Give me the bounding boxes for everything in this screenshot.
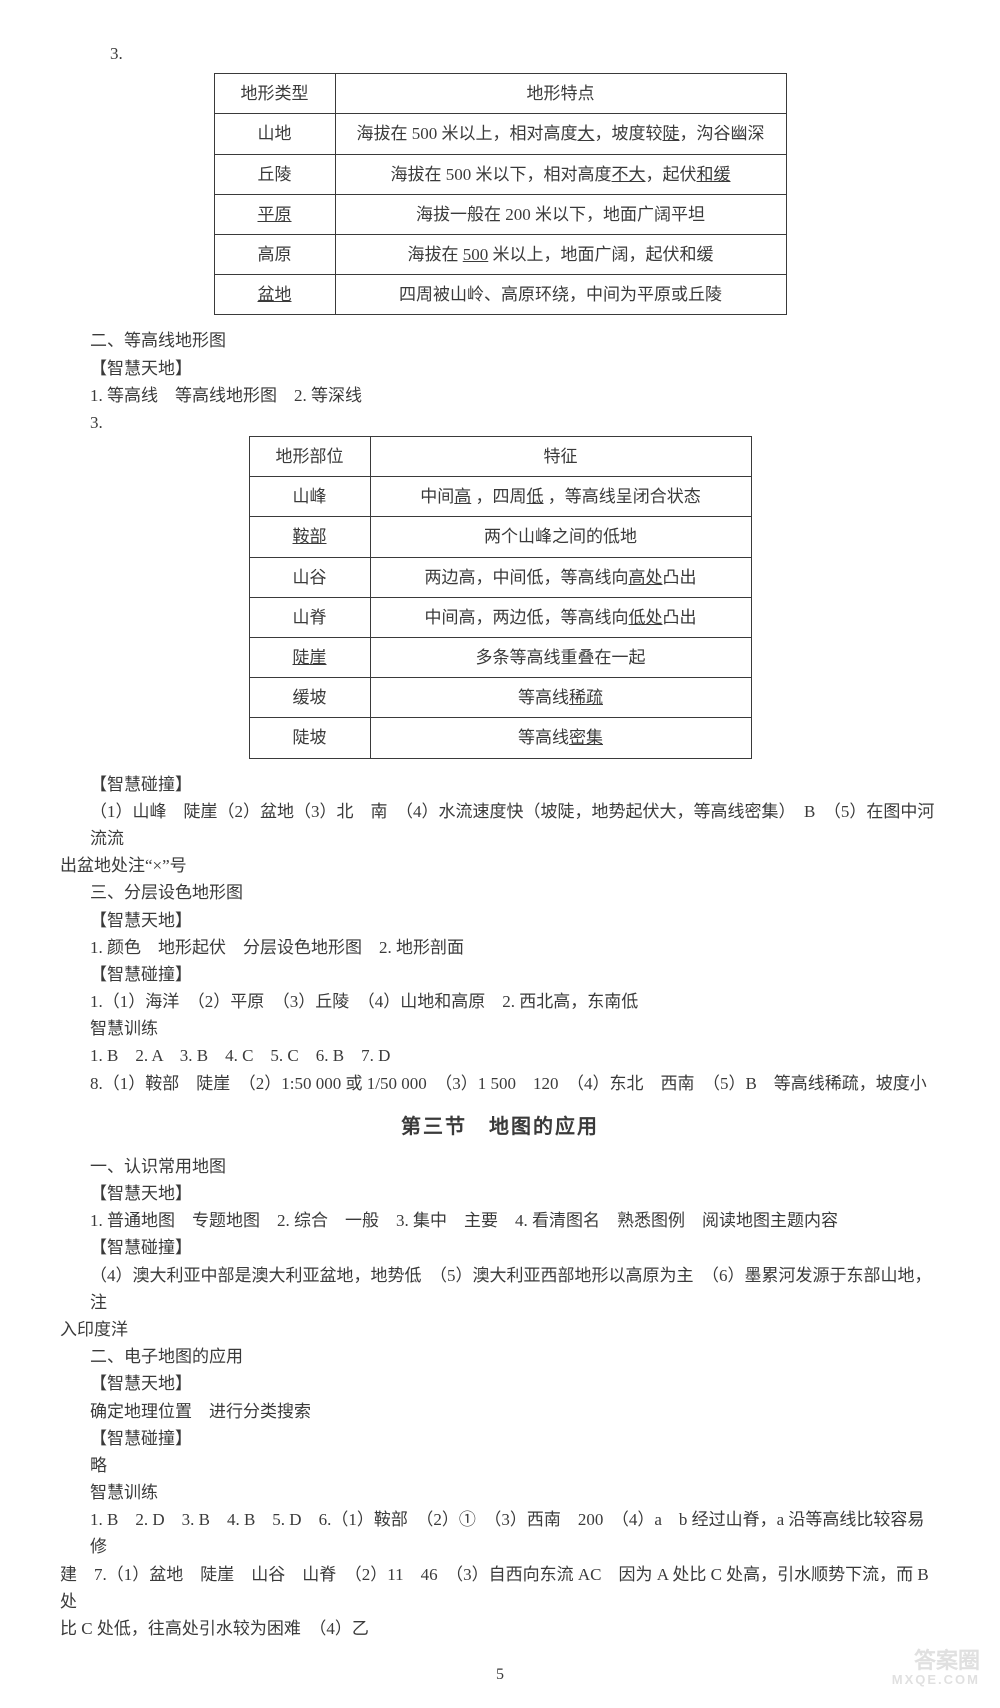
s3p2-zhtd: 确定地理位置 进行分类搜索: [90, 1398, 940, 1425]
sec3-zhxl-l2: 8.（1）鞍部 陡崖 （2）1:50 000 或 1/50 000 （3）1 5…: [90, 1070, 940, 1097]
zhtd-heading-1: 【智慧天地】: [90, 355, 940, 382]
t2-r5c0: 缓坡: [249, 678, 370, 718]
t1-r2c1: 海拔一般在 200 米以下，地面广阔平坦: [335, 194, 786, 234]
section-2-heading: 二、等高线地形图: [90, 327, 940, 354]
sec2-line1: 1. 等高线 等高线地形图 2. 等深线: [90, 382, 940, 409]
t2-r0c0: 山峰: [249, 477, 370, 517]
t2-r0c1: 中间高 ，四周低 ，等高线呈闭合状态: [370, 477, 751, 517]
t1-r3c0: 高原: [214, 234, 335, 274]
sec3-zhxl-l1: 1. B 2. A 3. B 4. C 5. C 6. B 7. D: [90, 1042, 940, 1069]
terrain-part-table: 地形部位 特征 山峰 中间高 ，四周低 ，等高线呈闭合状态 鞍部 两个山峰之间的…: [249, 436, 752, 759]
s3p1-zhpz-l1: （4）澳大利亚中部是澳大利亚盆地，地势低 （5）澳大利亚西部地形以高原为主 （6…: [90, 1262, 940, 1316]
zhpz-heading-1: 【智慧碰撞】: [90, 771, 940, 798]
zhtd-heading-4: 【智慧天地】: [90, 1370, 940, 1397]
zhtd-heading-2: 【智慧天地】: [90, 907, 940, 934]
s3p2-zhpz: 略: [90, 1452, 940, 1479]
s3p1-heading: 一、认识常用地图: [90, 1153, 940, 1180]
s3p1-zhtd: 1. 普通地图 专题地图 2. 综合 一般 3. 集中 主要 4. 看清图名 熟…: [90, 1207, 940, 1234]
t1-h1: 地形特点: [335, 74, 786, 114]
s3p2-heading: 二、电子地图的应用: [90, 1343, 940, 1370]
t2-r3c1: 中间高，两边低，等高线向低处凸出: [370, 597, 751, 637]
zhpz-heading-2: 【智慧碰撞】: [90, 961, 940, 988]
t2-r2c0: 山谷: [249, 557, 370, 597]
t1-h0: 地形类型: [214, 74, 335, 114]
zhxl-heading-2: 智慧训练: [90, 1479, 940, 1506]
s3p2-zhxl-l3: 比 C 处低，往高处引水较为困难 （4）乙: [60, 1615, 940, 1642]
sec3-zhpz: 1.（1）海洋 （2）平原 （3）丘陵 （4）山地和高原 2. 西北高，东南低: [90, 988, 940, 1015]
s3p2-zhxl-l2: 建 7.（1）盆地 陡崖 山谷 山脊 （2）11 46 （3）自西向东流 AC …: [60, 1561, 940, 1615]
t2-r4c1: 多条等高线重叠在一起: [370, 638, 751, 678]
sec2-q3: 3.: [90, 409, 940, 436]
t1-r4c1: 四周被山岭、高原环绕，中间为平原或丘陵: [335, 275, 786, 315]
t2-h1: 特征: [370, 437, 751, 477]
t1-r0c0: 山地: [214, 114, 335, 154]
t1-r1c1: 海拔在 500 米以下，相对高度不大，起伏和缓: [335, 154, 786, 194]
t1-r3c1: 海拔在 500 米以上，地面广阔，起伏和缓: [335, 234, 786, 274]
zhpz1-l2: 出盆地处注“×”号: [60, 852, 940, 879]
t1-r1c0: 丘陵: [214, 154, 335, 194]
t2-r2c1: 两边高，中间低，等高线向高处凸出: [370, 557, 751, 597]
section-title: 第三节 地图的应用: [60, 1111, 940, 1143]
t1-r0c1: 海拔在 500 米以上，相对高度大，坡度较陡，沟谷幽深: [335, 114, 786, 154]
zhpz-heading-3: 【智慧碰撞】: [90, 1234, 940, 1261]
zhxl-heading-1: 智慧训练: [90, 1015, 940, 1042]
t2-r3c0: 山脊: [249, 597, 370, 637]
section-3-heading: 三、分层设色地形图: [90, 879, 940, 906]
t2-r1c0: 鞍部: [249, 517, 370, 557]
t2-r6c0: 陡坡: [249, 718, 370, 758]
page-number: 5: [60, 1662, 940, 1688]
sec3-zhtd: 1. 颜色 地形起伏 分层设色地形图 2. 地形剖面: [90, 934, 940, 961]
zhpz1-l1: （1）山峰 陡崖（2）盆地（3）北 南 （4）水流速度快（坡陡，地势起伏大，等高…: [90, 798, 940, 852]
t2-h0: 地形部位: [249, 437, 370, 477]
zhtd-heading-3: 【智慧天地】: [90, 1180, 940, 1207]
t2-r1c1: 两个山峰之间的低地: [370, 517, 751, 557]
t1-r4c0: 盆地: [214, 275, 335, 315]
t2-r6c1: 等高线密集: [370, 718, 751, 758]
s3p2-zhxl-l1: 1. B 2. D 3. B 4. B 5. D 6.（1）鞍部 （2）① （3…: [90, 1506, 940, 1560]
s3p1-zhpz-l2: 入印度洋: [60, 1316, 940, 1343]
terrain-type-table: 地形类型 地形特点 山地 海拔在 500 米以上，相对高度大，坡度较陡，沟谷幽深…: [214, 73, 787, 315]
t2-r4c0: 陡崖: [249, 638, 370, 678]
zhpz-heading-4: 【智慧碰撞】: [90, 1425, 940, 1452]
question-3-label: 3.: [110, 40, 940, 67]
t1-r2c0: 平原: [214, 194, 335, 234]
t2-r5c1: 等高线稀疏: [370, 678, 751, 718]
